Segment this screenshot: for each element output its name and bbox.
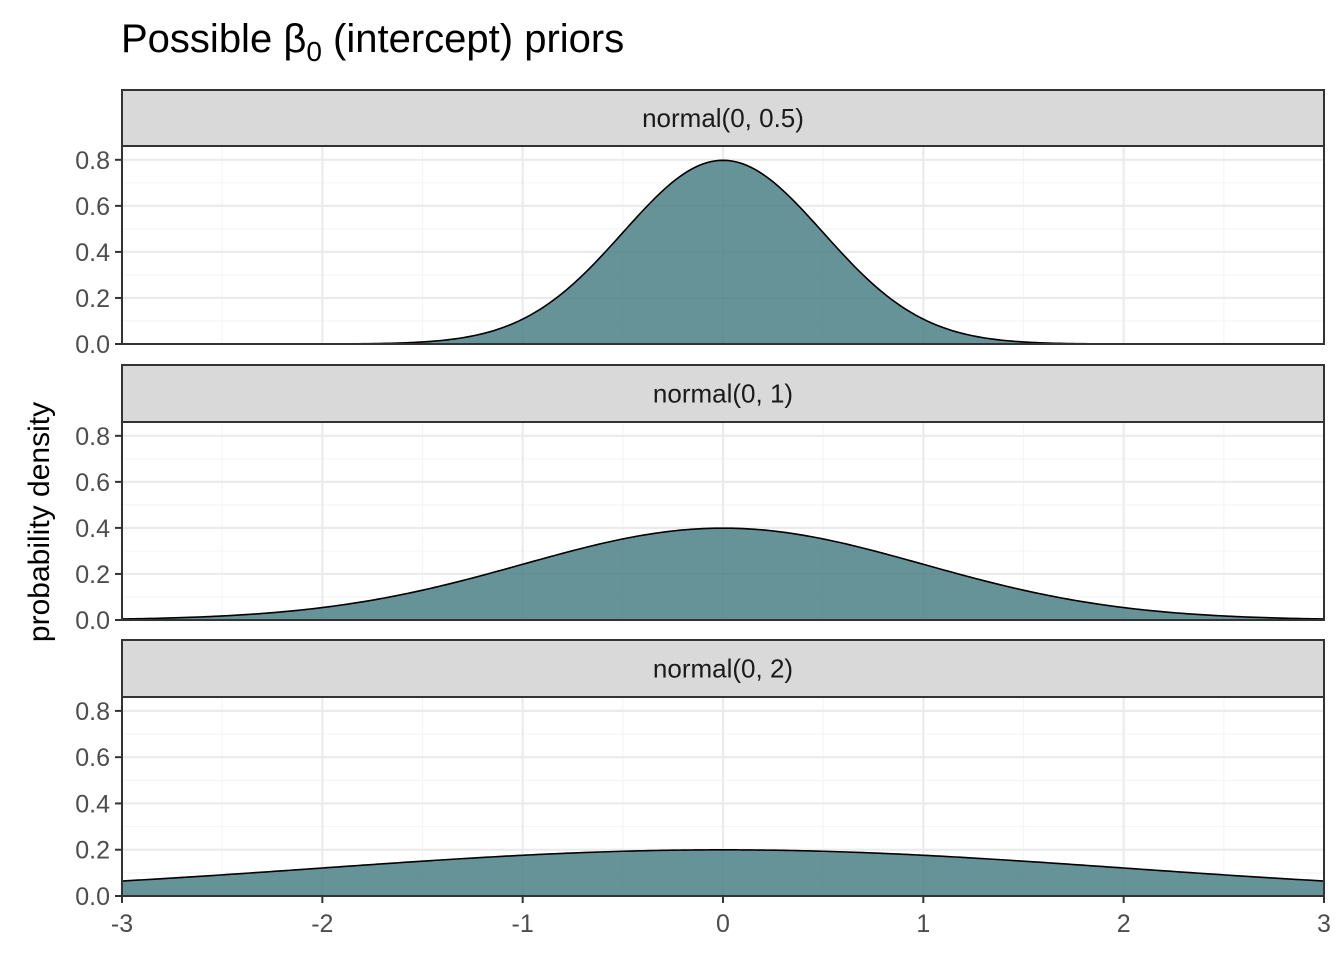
density-curve (121, 527, 1325, 620)
y-tick-label: 0.8 (75, 147, 110, 175)
x-tick-label: 1 (916, 910, 930, 938)
x-tick-label: 2 (1117, 910, 1131, 938)
density-curve (121, 849, 1325, 882)
panel-border (121, 145, 1325, 345)
y-tick-label: 0.4 (75, 790, 110, 818)
y-tick-label: 0.8 (75, 698, 110, 726)
facet-strip (121, 89, 1325, 147)
facet-label: normal(0, 0.5) (642, 103, 804, 133)
facet-panel: normal(0, 0.5) 0.0 0.2 0.4 0.6 0.8 (75, 89, 1326, 359)
facet-strip (121, 639, 1325, 698)
density-area (122, 160, 1324, 344)
density-area (122, 849, 1324, 896)
y-tick-label: 0.2 (75, 285, 110, 313)
panel-border (121, 421, 1325, 621)
facet-panel: normal(0, 1) 0.0 0.2 0.4 0.6 0.8 (75, 364, 1326, 635)
x-tick-label: 3 (1317, 910, 1331, 938)
y-tick-label: 0.2 (75, 561, 110, 589)
facet-panel: normal(0, 2) 0.0 0.2 0.4 0.6 0.8 (75, 639, 1326, 911)
y-tick-label: 0.0 (75, 883, 110, 911)
facet-label: normal(0, 2) (653, 654, 793, 684)
x-tick-label: -2 (311, 910, 333, 938)
density-area (122, 528, 1324, 620)
y-tick-label: 0.6 (75, 469, 110, 497)
y-tick-label: 0.0 (75, 331, 110, 359)
chart-title: Possible β0 (intercept) priors (121, 17, 624, 67)
y-axis-title: probability density (23, 402, 56, 642)
y-tick-label: 0.2 (75, 837, 110, 865)
x-axis: -3 -2 -1 0 1 2 3 (111, 896, 1331, 938)
y-tick-label: 0.0 (75, 607, 110, 635)
y-tick-label: 0.4 (75, 515, 110, 543)
facet-label: normal(0, 1) (653, 379, 793, 409)
y-tick-label: 0.8 (75, 423, 110, 451)
x-tick-label: -3 (111, 910, 133, 938)
x-tick-label: -1 (512, 910, 534, 938)
facet-strip (121, 364, 1325, 423)
y-tick-label: 0.4 (75, 239, 110, 267)
x-tick-label: 0 (716, 910, 730, 938)
y-tick-label: 0.6 (75, 744, 110, 772)
y-tick-label: 0.6 (75, 193, 110, 221)
